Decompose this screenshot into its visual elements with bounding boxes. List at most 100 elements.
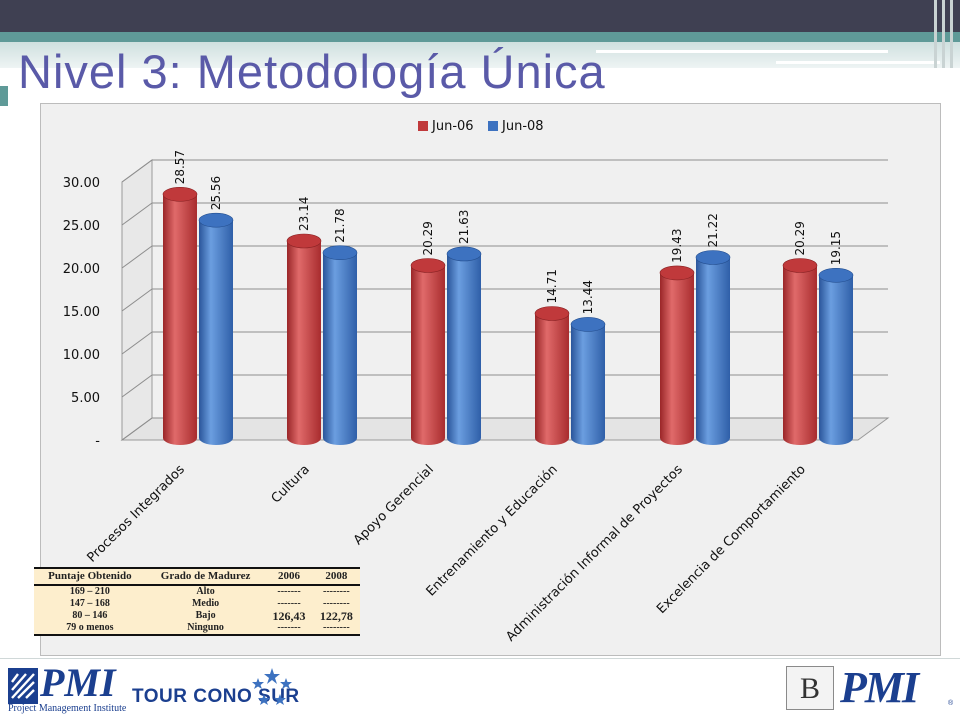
x-tick-label: Apoyo Gerencial <box>351 462 437 548</box>
table-cell: 169 – 210 <box>69 586 110 597</box>
pmi-globe-icon <box>8 668 38 704</box>
pmi-logo-right: PMI <box>840 663 919 712</box>
page-title: Nivel 3: Metodología Única <box>18 45 606 98</box>
x-tick-label: Procesos Integrados <box>85 462 188 565</box>
table-row: 147 – 168 Medio ------- -------- <box>34 598 360 610</box>
legend-label: Jun-08 <box>501 119 544 134</box>
table-cell: Bajo <box>195 610 216 621</box>
bar-top <box>286 233 322 249</box>
gridline <box>121 417 888 441</box>
y-tick-label: 5.00 <box>71 391 100 406</box>
bar-top <box>410 258 446 273</box>
teal-banner <box>0 32 960 42</box>
y-tick-label: 10.00 <box>63 348 100 363</box>
table-cell: Medio <box>191 598 220 609</box>
gridline <box>121 202 888 226</box>
bar <box>323 252 357 445</box>
data-label: 13.44 <box>581 280 595 314</box>
banner-line <box>596 50 888 53</box>
bar <box>411 265 445 445</box>
y-tick-label: 25.00 <box>63 219 100 234</box>
stars-icon <box>252 668 292 705</box>
score-table: Puntaje Obtenido Grado de Madurez 2006 2… <box>34 567 360 636</box>
bar-top <box>162 186 198 202</box>
gridline <box>121 159 888 183</box>
table-row: 80 – 146 Bajo 126,43 122,78 <box>34 610 360 622</box>
header-2006: 2006 <box>265 567 313 586</box>
data-label: 25.56 <box>209 176 223 210</box>
y-tick-label: 20.00 <box>63 262 100 277</box>
table-cell: ------- <box>277 598 301 609</box>
table-cell: 79 o menos <box>66 622 114 633</box>
y-tick-label: 30.00 <box>63 176 100 191</box>
data-label: 14.71 <box>545 269 559 303</box>
bar-top <box>695 250 731 265</box>
table-cell: 147 – 168 <box>69 598 110 609</box>
header-maturity: Grado de Madurez <box>145 567 266 586</box>
bar <box>163 194 197 445</box>
bar <box>287 240 321 445</box>
data-label: 21.22 <box>706 213 720 247</box>
data-label: 28.57 <box>173 150 187 184</box>
bar <box>199 220 233 445</box>
table-cell: 122,78 <box>319 609 353 623</box>
gridline <box>121 288 888 312</box>
chart-floor <box>120 417 890 441</box>
data-label: 20.29 <box>793 221 807 255</box>
table-cell: -------- <box>323 598 350 609</box>
bar <box>571 324 605 445</box>
table-cell: Alto <box>196 586 215 597</box>
bar <box>696 257 730 445</box>
data-label: 20.29 <box>421 221 435 255</box>
pmi-logo-left: PMI <box>40 660 116 705</box>
gridline <box>121 331 888 355</box>
legend-label: Jun-06 <box>431 119 474 134</box>
bar <box>447 253 481 445</box>
corner-decoration <box>934 0 937 68</box>
banner-line <box>776 61 940 64</box>
table-cell: 126,43 <box>272 609 306 623</box>
header-2008: 2008 <box>312 567 360 586</box>
y-tick-label: - <box>95 434 100 449</box>
legend-swatch <box>418 121 428 131</box>
bar <box>535 313 569 445</box>
gridline <box>121 245 888 269</box>
table-header-row: Puntaje Obtenido Grado de Madurez 2006 2… <box>34 567 360 586</box>
table-cell: -------- <box>323 586 350 597</box>
table-cell: 80 – 146 <box>72 610 108 621</box>
bar-top <box>782 258 818 273</box>
header-score: Puntaje Obtenido <box>34 567 146 586</box>
b-logo: B <box>786 666 834 710</box>
table-cell: -------- <box>323 622 350 633</box>
top-banner <box>0 0 960 32</box>
accent-tick <box>0 86 8 106</box>
data-label: 19.15 <box>829 231 843 265</box>
corner-decoration <box>950 0 953 68</box>
bar <box>819 275 853 445</box>
bar <box>783 265 817 445</box>
pmi-subtitle: Project Management Institute <box>8 703 127 714</box>
bar-top <box>818 268 854 283</box>
x-tick-label: Cultura <box>269 462 313 506</box>
gridline <box>121 374 888 398</box>
bar-top <box>570 317 606 332</box>
data-label: 23.14 <box>297 197 311 231</box>
data-label: 21.63 <box>457 210 471 244</box>
bar-top <box>198 212 234 228</box>
bar-top <box>446 246 482 262</box>
bar-top <box>322 245 358 260</box>
table-cell: ------- <box>277 622 301 633</box>
legend-swatch <box>488 121 498 131</box>
registered-mark: ® <box>948 700 954 707</box>
x-tick-label: Excelencia de Comportamiento <box>654 462 809 617</box>
table-cell: Ninguno <box>187 622 224 633</box>
table-row: 169 – 210 Alto ------- -------- <box>34 585 360 598</box>
corner-decoration <box>942 0 945 68</box>
x-tick-label: Entrenamiento y Educación <box>424 462 561 599</box>
tour-cono-sur-label: TOUR CONO SUR <box>132 686 300 707</box>
table-row: 79 o menos Ninguno ------- -------- <box>34 622 360 635</box>
bar <box>660 272 694 445</box>
y-tick-label: 15.00 <box>63 305 100 320</box>
bar-top <box>659 265 695 281</box>
